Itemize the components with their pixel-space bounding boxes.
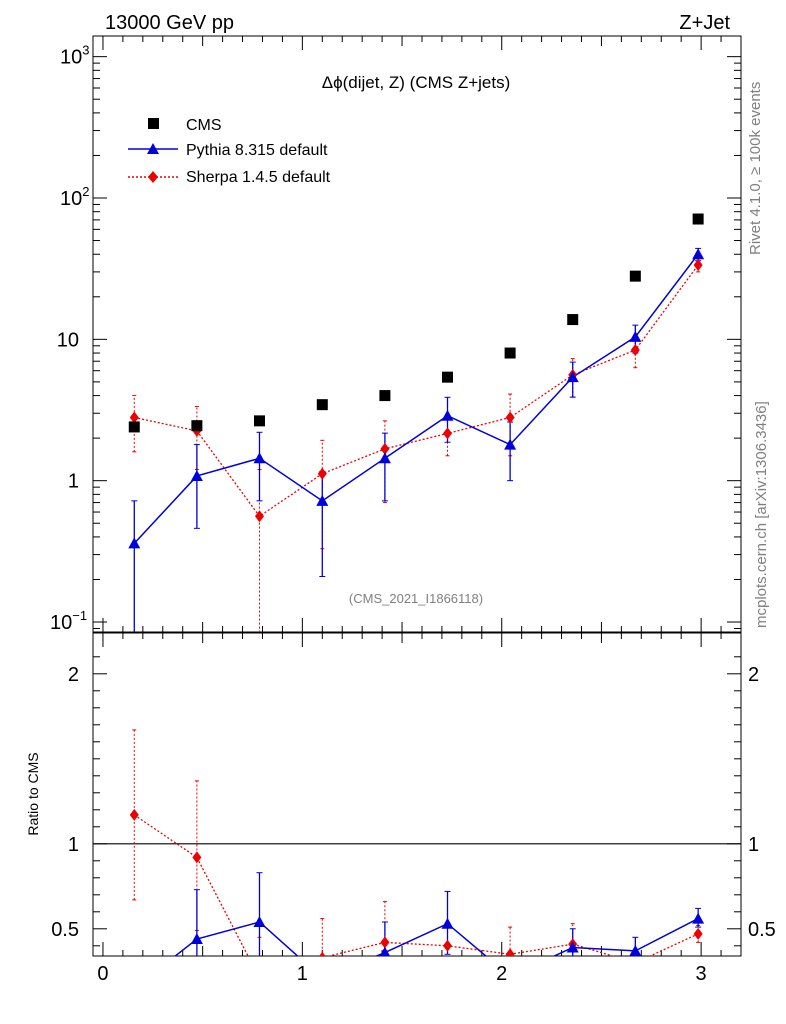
chart-title: Δϕ(dijet, Z) (CMS Z+jets) xyxy=(322,73,511,92)
cms-point xyxy=(379,390,391,402)
cms-point xyxy=(629,270,641,282)
ratio-pythia-line xyxy=(174,917,699,956)
pythia-point xyxy=(441,409,454,421)
ratio-sherpa-point xyxy=(129,808,139,821)
x-tick-label: 2 xyxy=(496,963,507,985)
y-tick-label: 102 xyxy=(60,184,89,210)
ratio-pythia-point xyxy=(629,944,642,956)
legend-cms-marker xyxy=(148,118,159,129)
pythia-point xyxy=(692,248,705,260)
ratio-sherpa-point xyxy=(380,936,390,949)
ratio-pythia-point xyxy=(379,946,391,956)
watermark: (CMS_2021_I1866118) xyxy=(349,591,483,606)
ratio-y-tick-label-right: 1 xyxy=(748,834,759,856)
mcplots-label: mcplots.cern.ch [arXiv:1306.3436] xyxy=(753,401,770,628)
ratio-frame xyxy=(92,632,742,957)
main-data xyxy=(128,213,705,632)
sherpa-point xyxy=(505,411,515,424)
ratio-sherpa-point xyxy=(505,948,515,956)
ratio-pythia-point xyxy=(190,933,203,944)
sherpa-point xyxy=(443,427,453,440)
legend-cms-label: CMS xyxy=(186,117,222,134)
pythia-point xyxy=(253,452,266,464)
pythia-point xyxy=(378,452,391,464)
ratio-y-tick-label: 2 xyxy=(68,664,79,686)
cms-point xyxy=(253,415,265,427)
ratio-sherpa-point xyxy=(319,951,326,956)
ratio-sherpa-point xyxy=(693,927,703,940)
sherpa-line xyxy=(134,264,699,518)
rivet-label: Rivet 4.1.0, ≥ 100k events xyxy=(747,82,764,255)
legend-sherpa-label: Sherpa 1.4.5 default xyxy=(186,169,331,186)
ratio-pythia-point xyxy=(441,917,454,929)
pythia-line xyxy=(133,253,699,544)
ratio-pythia-point xyxy=(692,912,705,924)
sherpa-point xyxy=(129,411,139,424)
pythia-point xyxy=(316,494,329,506)
x-tick-label: 1 xyxy=(297,963,308,985)
cms-point xyxy=(692,213,704,225)
pythia-point xyxy=(566,371,579,383)
pythia-point xyxy=(128,537,141,549)
cms-point xyxy=(191,420,203,432)
main-frame xyxy=(92,35,742,633)
ratio-ylabel: Ratio to CMS xyxy=(25,752,41,835)
pythia-point xyxy=(190,469,203,481)
ratio-sherpa-point xyxy=(255,972,264,984)
ratio-sherpa-point xyxy=(443,939,453,952)
sherpa-point xyxy=(630,344,640,357)
cms-point xyxy=(128,421,140,433)
ratio-y-tick-label: 1 xyxy=(68,834,79,856)
legend: CMS Pythia 8.315 default Sherpa 1.4.5 de… xyxy=(128,117,331,186)
ratio-pythia-point xyxy=(253,916,266,927)
header-right: Z+Jet xyxy=(679,12,730,34)
y-tick-label: 10−1 xyxy=(50,608,87,634)
ratio-y-tick-label-right: 2 xyxy=(748,664,759,686)
x-tick-label: 0 xyxy=(97,963,108,985)
sherpa-point xyxy=(254,510,264,523)
ratio-pythia-point xyxy=(566,941,579,953)
ratio-data xyxy=(128,729,705,993)
ratio-pythia-point xyxy=(128,982,140,993)
header-left: 13000 GeV pp xyxy=(105,12,234,34)
ratio-sherpa-point xyxy=(192,851,202,864)
cms-point xyxy=(316,399,328,411)
ratio-y-tick-label-right: 0.5 xyxy=(748,919,776,941)
pythia-point xyxy=(629,330,642,342)
ratio-sherpa-line xyxy=(133,814,699,956)
y-tick-label: 103 xyxy=(60,43,89,69)
legend-pythia-marker xyxy=(147,143,159,154)
y-tick-label: 10 xyxy=(57,329,79,351)
pythia-point xyxy=(504,438,517,450)
ratio-y-tick-label: 0.5 xyxy=(51,919,79,941)
sherpa-point xyxy=(380,442,390,455)
cms-point xyxy=(442,371,454,383)
sherpa-point xyxy=(317,467,327,480)
legend-sherpa-marker xyxy=(148,171,158,183)
legend-pythia-label: Pythia 8.315 default xyxy=(186,142,328,159)
main-panel: 10−1 1 10 102 103 xyxy=(50,35,742,634)
y-tick-label: 1 xyxy=(68,471,79,493)
cms-point xyxy=(504,347,516,359)
ratio-pythia-point xyxy=(316,972,328,983)
sherpa-point xyxy=(693,258,703,271)
ratio-sherpa-point xyxy=(631,957,640,969)
cms-point xyxy=(567,314,579,326)
ratio-panel: 0.5 0.5 1 1 2 2 0 1 2 3 Ratio to CMS xyxy=(25,632,776,993)
x-tick-label: 3 xyxy=(696,963,707,985)
